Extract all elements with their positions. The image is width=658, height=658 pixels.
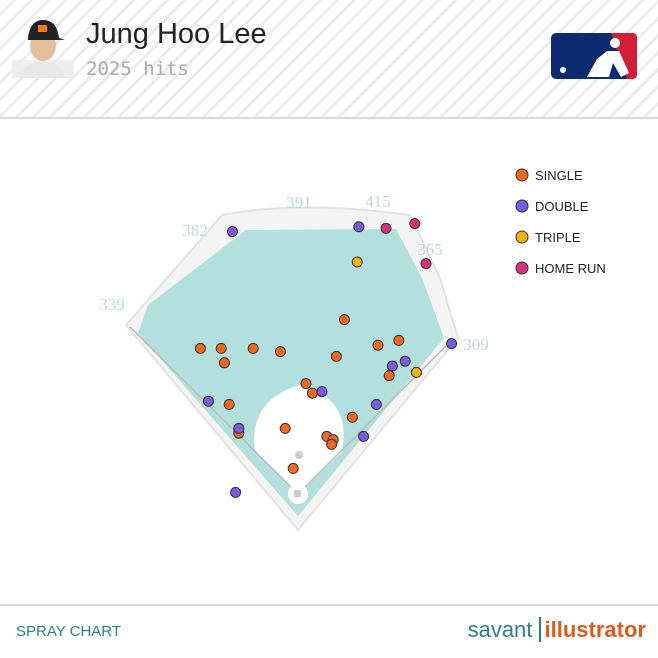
- wall-distance: 339: [99, 295, 125, 314]
- hit-point: [409, 218, 421, 230]
- wall-distance: 415: [365, 192, 391, 211]
- hit-point: [215, 342, 227, 354]
- hit-point: [380, 222, 392, 234]
- hit-point: [372, 339, 384, 351]
- home-plate: [294, 490, 301, 497]
- hit-point: [346, 411, 358, 423]
- hit-point: [338, 314, 350, 326]
- hit-point: [326, 438, 338, 450]
- spray-chart: 339 382 391 415 365 309 SINGLE DOUBLE TRIPLE HOME…: [99, 168, 606, 532]
- hit-point: [218, 357, 230, 369]
- player-name: Jung Hoo Lee: [86, 18, 267, 50]
- footer-line: [0, 604, 658, 606]
- hit-point: [316, 386, 328, 398]
- hit-point: [410, 366, 422, 378]
- foul-line: [129, 326, 299, 495]
- hit-point: [223, 398, 235, 410]
- legend-marker: [515, 261, 529, 275]
- brand-savant: savant: [467, 617, 533, 642]
- hit-point: [287, 462, 299, 474]
- hit-point: [393, 334, 405, 346]
- hit-point: [274, 346, 286, 358]
- mlb-logo: [551, 33, 637, 79]
- hit-point: [358, 430, 370, 442]
- player-photo: [12, 20, 74, 78]
- legend-label: DOUBLE: [535, 199, 589, 214]
- legend-label: TRIPLE: [535, 230, 581, 245]
- hit-point: [399, 355, 411, 367]
- legend-marker: [515, 168, 529, 182]
- legend-label: HOME RUN: [535, 261, 606, 276]
- wall-distance: 382: [182, 221, 208, 240]
- footer-label: SPRAY CHART: [16, 623, 122, 640]
- hit-point: [306, 387, 318, 399]
- hit-point: [194, 342, 206, 354]
- foul-line: [297, 339, 453, 495]
- hit-point: [386, 360, 398, 372]
- hit-point: [233, 422, 245, 434]
- infield: [254, 385, 344, 494]
- wall-distance: 391: [286, 193, 312, 212]
- hit-point: [226, 226, 238, 238]
- hit-point: [446, 338, 458, 350]
- hit-point: [230, 486, 242, 498]
- mound: [295, 451, 303, 459]
- legend-marker: [515, 199, 529, 213]
- hit-point: [279, 422, 291, 434]
- hit-point: [202, 395, 214, 407]
- hit-point: [300, 378, 312, 390]
- legend-label: SINGLE: [535, 168, 583, 183]
- hit-point: [351, 256, 363, 268]
- hit-point: [420, 258, 432, 270]
- brand: savant illustrator: [468, 617, 646, 643]
- hit-point: [330, 350, 342, 362]
- field: [138, 229, 444, 516]
- subtitle: 2025 hits: [86, 58, 189, 80]
- wall-distance: 309: [463, 335, 489, 354]
- hit-point: [370, 398, 382, 410]
- legend-marker: [515, 230, 529, 244]
- hit-point: [353, 221, 365, 233]
- wall-distance: 365: [417, 240, 443, 259]
- hit-point: [247, 342, 259, 354]
- hit-point: [383, 370, 395, 382]
- brand-illustrator: illustrator: [538, 617, 646, 642]
- header: Jung Hoo Lee 2025 hits: [0, 0, 658, 119]
